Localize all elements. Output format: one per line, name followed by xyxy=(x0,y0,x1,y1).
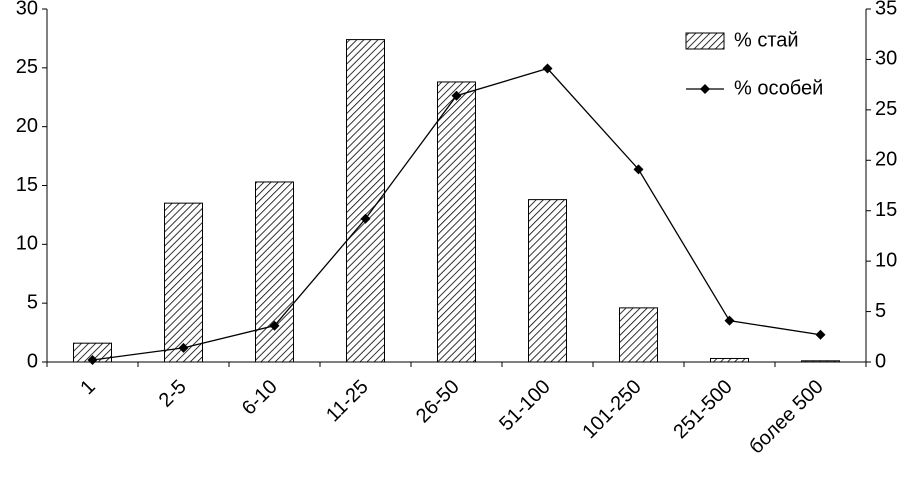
x-tick-label: 26-50 xyxy=(412,376,464,428)
y2-tick-label: 20 xyxy=(875,149,897,171)
marker xyxy=(87,354,98,365)
bar xyxy=(437,81,476,363)
y-tick-label: 25 xyxy=(16,56,38,78)
bar xyxy=(255,181,294,363)
marker xyxy=(269,320,280,331)
legend-marker xyxy=(700,84,710,94)
y2-tick-label: 30 xyxy=(875,48,897,70)
legend-swatch xyxy=(685,32,725,50)
x-tick-label: 51-100 xyxy=(495,376,555,436)
y2-tick-label: 5 xyxy=(875,300,886,322)
marker xyxy=(633,164,644,175)
y-tick-label: 0 xyxy=(27,350,38,372)
bar xyxy=(528,199,567,363)
marker xyxy=(178,342,189,353)
y2-tick-label: 0 xyxy=(875,350,886,372)
marker xyxy=(542,63,553,74)
marker xyxy=(360,213,371,224)
bar xyxy=(164,202,203,363)
marker xyxy=(815,329,826,340)
y2-tick-label: 10 xyxy=(875,249,897,271)
y-tick-label: 5 xyxy=(27,291,38,313)
marker xyxy=(724,315,735,326)
legend-label: % стай xyxy=(734,29,799,51)
y-tick-label: 10 xyxy=(16,233,38,255)
bar xyxy=(619,307,658,363)
y2-tick-label: 15 xyxy=(875,199,897,221)
y-tick-label: 20 xyxy=(16,115,38,137)
y2-tick-label: 25 xyxy=(875,98,897,120)
legend-label: % особей xyxy=(734,77,823,99)
bar xyxy=(710,357,749,363)
x-tick-label: 6-10 xyxy=(238,376,282,420)
y-tick-label: 15 xyxy=(16,174,38,196)
x-tick-label: 2-5 xyxy=(155,376,191,412)
bar xyxy=(801,360,840,363)
y2-tick-label: 35 xyxy=(875,0,897,19)
x-tick-label: 251-500 xyxy=(669,376,736,443)
x-tick-label: 1 xyxy=(76,376,99,399)
x-tick-label: более 500 xyxy=(745,376,828,459)
x-tick-label: 11-25 xyxy=(322,376,373,427)
x-tick-label: 101-250 xyxy=(578,376,645,443)
marker xyxy=(451,90,462,101)
y-tick-label: 30 xyxy=(16,0,38,19)
